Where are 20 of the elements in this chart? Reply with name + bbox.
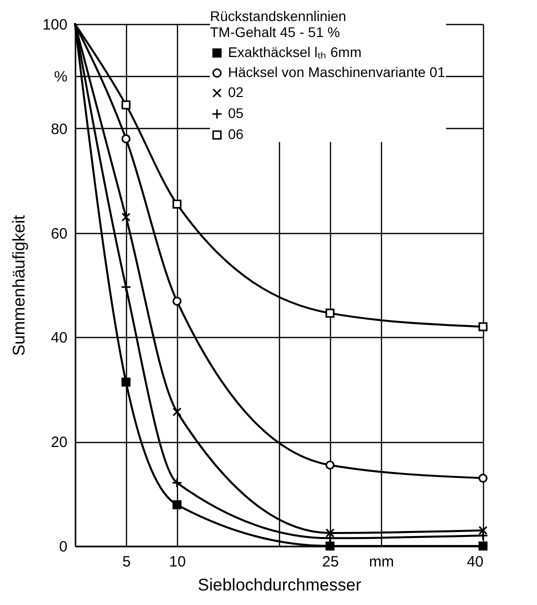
x-axis-title: Sieblochdurchmesser xyxy=(198,576,362,594)
y-tick-label: 20 xyxy=(50,434,68,452)
y-tick-label: 100 xyxy=(42,16,68,34)
y-tick-label: % xyxy=(54,68,68,86)
legend-label: 05 xyxy=(228,105,244,121)
y-tick-label: 0 xyxy=(59,538,68,556)
x-tick-label: 5 xyxy=(122,554,131,570)
y-tick-label: 60 xyxy=(50,225,68,242)
y-tick-label: 40 xyxy=(50,330,68,347)
legend-label: Häcksel von Maschinenvariante 01 xyxy=(228,64,446,80)
x-tick-label: mm xyxy=(369,554,394,570)
legend-label: 06 xyxy=(228,126,244,142)
y-tick-label: 80 xyxy=(50,120,68,138)
x-tick-label: 25 xyxy=(322,554,339,570)
legend-label: Exakthäcksel lₜₕ 6mm xyxy=(228,44,362,60)
x-tick-label: 10 xyxy=(169,554,186,570)
legend-label: 02 xyxy=(228,84,244,100)
x-tick-label: 40 xyxy=(466,554,484,570)
legend-title: Rückstandskennlinien TM-Gehalt 45 - 51 % xyxy=(210,8,346,40)
y-axis-title: Summenhäufigkeit xyxy=(9,214,28,356)
